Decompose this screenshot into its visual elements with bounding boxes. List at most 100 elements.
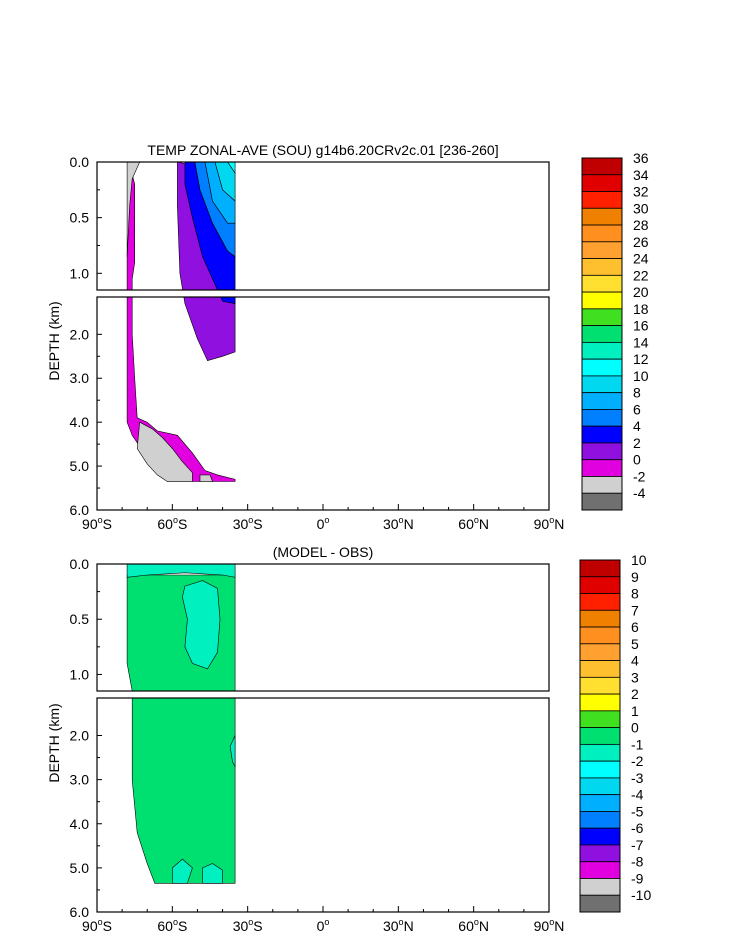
colorbar-label: 32 [633, 184, 649, 200]
upper-fill-group [126, 564, 236, 691]
colorbar-label: 26 [633, 234, 649, 250]
colorbar-box [581, 375, 623, 394]
colorbar-label: -9 [631, 870, 644, 886]
y-tick-label: 2.0 [70, 728, 90, 744]
colorbar-box [579, 693, 621, 712]
y-tick-label: 0.0 [70, 154, 90, 170]
colorbar-box [579, 626, 621, 645]
x-tick-label: 60oS [157, 917, 187, 934]
y-tick-label: 3.0 [70, 370, 90, 386]
colorbar-label: 10 [633, 368, 649, 384]
colorbar-label: 12 [633, 351, 649, 367]
y-axis-label: DEPTH (km) [46, 301, 62, 380]
colorbar-box [579, 861, 621, 879]
colorbar-box [579, 676, 621, 695]
colorbar-label: 34 [633, 167, 649, 183]
colorbar-label: -2 [633, 468, 646, 484]
colorbar-box [581, 325, 623, 343]
colorbar-label: 4 [631, 653, 639, 669]
colorbar-label: 0 [633, 452, 641, 468]
colorbar-box [579, 760, 621, 779]
contour-region-9 [214, 162, 236, 202]
colorbar-box [579, 727, 621, 745]
colorbar-label: 8 [633, 385, 641, 401]
colorbar-box [579, 878, 621, 896]
colorbar-label: 6 [631, 619, 639, 635]
colorbar-box [581, 459, 623, 477]
upper-fill-group [126, 162, 236, 290]
colorbar-box [581, 274, 623, 293]
y-tick-label: 1.0 [70, 666, 90, 682]
x-tick-label: 30oS [233, 515, 263, 532]
contour-region-10 [227, 162, 236, 175]
x-tick-label: 60oN [458, 515, 489, 532]
contour-region-4 [199, 474, 213, 482]
colorbar-box [579, 559, 621, 578]
colorbar-label: 10 [631, 552, 647, 568]
contour-region-2 [126, 162, 141, 257]
colorbar-label: 4 [633, 418, 641, 434]
colorbar-box [579, 844, 621, 863]
colorbar-box [581, 341, 623, 360]
colorbar-box [579, 743, 621, 762]
colorbar-box [581, 191, 623, 209]
y-tick-label: 2.0 [70, 326, 90, 342]
colorbar-box [579, 660, 621, 678]
contour-region-5 [172, 858, 193, 884]
colorbar-box [581, 409, 623, 427]
chart-title: TEMP ZONAL-AVE (SOU) g14b6.20CRv2c.01 [2… [147, 142, 498, 158]
colorbar-label: -5 [631, 803, 644, 819]
chart-title: (MODEL - OBS) [273, 544, 374, 560]
colorbar-box [581, 358, 623, 377]
colorbar-box [581, 308, 623, 327]
colorbar-label: -4 [633, 485, 646, 501]
lower-fill-group [131, 698, 236, 884]
colorbar-box [579, 593, 621, 611]
colorbar-label: 22 [633, 267, 649, 283]
colorbar-label: -3 [631, 770, 644, 786]
colorbar-label: -7 [631, 837, 644, 853]
contour-region-4 [229, 735, 236, 768]
x-tick-label: 30oN [383, 515, 414, 532]
contour-region-3 [182, 580, 221, 670]
colorbar-label: -6 [631, 820, 644, 836]
x-tick-label: 30oN [383, 917, 414, 934]
colorbar-box [579, 794, 621, 812]
colorbar-label: 5 [631, 636, 639, 652]
colorbar-box [581, 258, 623, 276]
y-tick-label: 0.5 [70, 210, 90, 226]
x-tick-label: 60oN [458, 917, 489, 934]
x-tick-label: 90oN [534, 917, 565, 934]
colorbar-box [581, 291, 623, 310]
contour-region-1 [131, 698, 236, 884]
contour-region-6 [220, 297, 236, 304]
colorbar-box [581, 476, 623, 494]
y-tick-label: 0.5 [70, 611, 90, 627]
y-axis-label: DEPTH (km) [46, 703, 62, 782]
colorbar-label: 36 [633, 150, 649, 166]
x-tick-label: 60oS [157, 515, 187, 532]
colorbar-label: -2 [631, 753, 644, 769]
x-tick-label: 0o [317, 917, 330, 934]
colorbar-label: -8 [631, 854, 644, 870]
colorbar-box [581, 425, 623, 444]
colorbar-box [579, 643, 621, 661]
y-tick-label: 1.0 [70, 265, 90, 281]
colorbar-label: 7 [631, 602, 639, 618]
colorbar-label: -4 [631, 787, 644, 803]
colorbar-box [579, 609, 621, 628]
colorbar-box [581, 392, 623, 410]
colorbar-box [581, 157, 623, 176]
y-tick-label: 6.0 [70, 904, 90, 920]
chart-panel-1: TEMP ZONAL-AVE (SOU) g14b6.20CRv2c.01 [2… [46, 142, 649, 532]
colorbar-label: 24 [633, 251, 649, 267]
colorbar-label: -1 [631, 736, 644, 752]
x-tick-label: 90oS [82, 917, 112, 934]
y-tick-label: 5.0 [70, 458, 90, 474]
colorbar-box [579, 894, 621, 913]
y-tick-label: 4.0 [70, 414, 90, 430]
colorbar-box [581, 442, 623, 461]
colorbar-box [579, 710, 621, 729]
